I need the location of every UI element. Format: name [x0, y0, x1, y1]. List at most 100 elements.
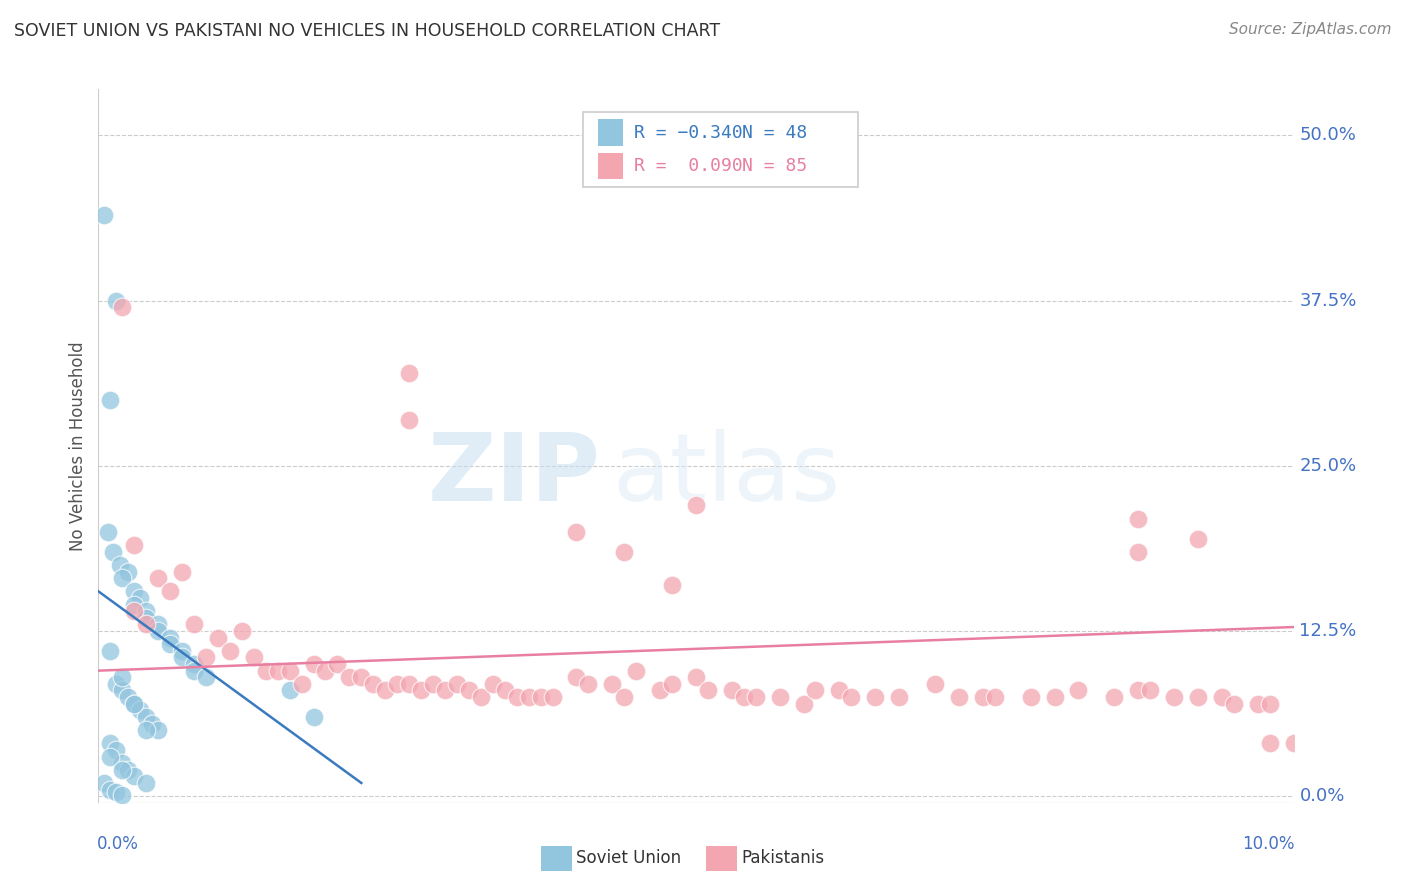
- Point: [481, 677, 505, 691]
- Point: [135, 776, 157, 790]
- Text: atlas: atlas: [612, 428, 841, 521]
- Point: [172, 644, 194, 658]
- Point: [219, 644, 242, 658]
- Point: [124, 697, 146, 711]
- Text: Soviet Union: Soviet Union: [576, 849, 682, 867]
- Point: [745, 690, 768, 704]
- Point: [111, 763, 134, 777]
- Point: [159, 631, 181, 645]
- Point: [1067, 683, 1090, 698]
- Point: [148, 617, 170, 632]
- Point: [565, 524, 588, 539]
- Point: [148, 571, 170, 585]
- Point: [243, 650, 266, 665]
- Point: [613, 545, 636, 559]
- Point: [111, 788, 134, 802]
- Point: [111, 683, 134, 698]
- Text: 12.5%: 12.5%: [1299, 622, 1357, 640]
- Point: [517, 690, 540, 704]
- Point: [315, 664, 337, 678]
- Point: [135, 723, 157, 738]
- Text: 0.0%: 0.0%: [97, 835, 139, 853]
- Point: [398, 367, 420, 381]
- Point: [624, 664, 647, 678]
- Text: 50.0%: 50.0%: [1299, 127, 1357, 145]
- Point: [183, 664, 205, 678]
- Point: [93, 208, 115, 222]
- Point: [541, 690, 564, 704]
- Point: [183, 657, 205, 671]
- Point: [648, 683, 672, 698]
- Point: [865, 690, 887, 704]
- Text: 37.5%: 37.5%: [1299, 292, 1357, 310]
- Point: [841, 690, 863, 704]
- Point: [685, 499, 707, 513]
- Point: [458, 683, 481, 698]
- Point: [108, 558, 131, 572]
- Point: [494, 683, 516, 698]
- Point: [828, 683, 851, 698]
- Point: [661, 677, 683, 691]
- Text: N = 48: N = 48: [742, 124, 807, 142]
- Text: SOVIET UNION VS PAKISTANI NO VEHICLES IN HOUSEHOLD CORRELATION CHART: SOVIET UNION VS PAKISTANI NO VEHICLES IN…: [14, 22, 720, 40]
- Point: [326, 657, 349, 671]
- Text: ZIP: ZIP: [427, 428, 600, 521]
- Point: [117, 763, 139, 777]
- Point: [172, 650, 194, 665]
- Point: [422, 677, 444, 691]
- Point: [398, 412, 420, 426]
- Point: [98, 736, 122, 750]
- Point: [159, 637, 181, 651]
- Point: [278, 683, 301, 698]
- Point: [768, 690, 790, 704]
- Point: [374, 683, 396, 698]
- Point: [105, 743, 128, 757]
- Point: [924, 677, 946, 691]
- Point: [506, 690, 529, 704]
- Point: [148, 723, 170, 738]
- Point: [124, 697, 146, 711]
- Point: [159, 584, 181, 599]
- Point: [148, 624, 170, 638]
- Point: [135, 604, 157, 618]
- Point: [124, 598, 146, 612]
- Point: [697, 683, 720, 698]
- Point: [470, 690, 492, 704]
- Point: [124, 769, 146, 783]
- Point: [889, 690, 911, 704]
- Point: [1211, 690, 1233, 704]
- Point: [124, 604, 146, 618]
- Point: [661, 578, 683, 592]
- Point: [434, 683, 457, 698]
- Y-axis label: No Vehicles in Household: No Vehicles in Household: [69, 341, 87, 551]
- Point: [685, 670, 707, 684]
- Point: [1104, 690, 1126, 704]
- Point: [194, 670, 218, 684]
- Point: [111, 670, 134, 684]
- Point: [613, 690, 636, 704]
- Point: [117, 565, 139, 579]
- Point: [98, 782, 122, 797]
- Point: [129, 591, 152, 605]
- Point: [733, 690, 755, 704]
- Point: [194, 650, 218, 665]
- Point: [98, 392, 122, 407]
- Point: [1223, 697, 1246, 711]
- Point: [1128, 545, 1150, 559]
- Text: 25.0%: 25.0%: [1299, 457, 1357, 475]
- Point: [101, 545, 124, 559]
- Point: [135, 710, 157, 724]
- Point: [339, 670, 360, 684]
- Point: [183, 617, 205, 632]
- Point: [1282, 736, 1305, 750]
- Point: [129, 703, 152, 717]
- Point: [111, 756, 134, 771]
- Point: [117, 690, 139, 704]
- Point: [350, 670, 373, 684]
- Point: [972, 690, 994, 704]
- Point: [172, 565, 194, 579]
- Point: [529, 690, 551, 704]
- Point: [97, 524, 120, 539]
- Text: 10.0%: 10.0%: [1243, 835, 1295, 853]
- Point: [948, 690, 970, 704]
